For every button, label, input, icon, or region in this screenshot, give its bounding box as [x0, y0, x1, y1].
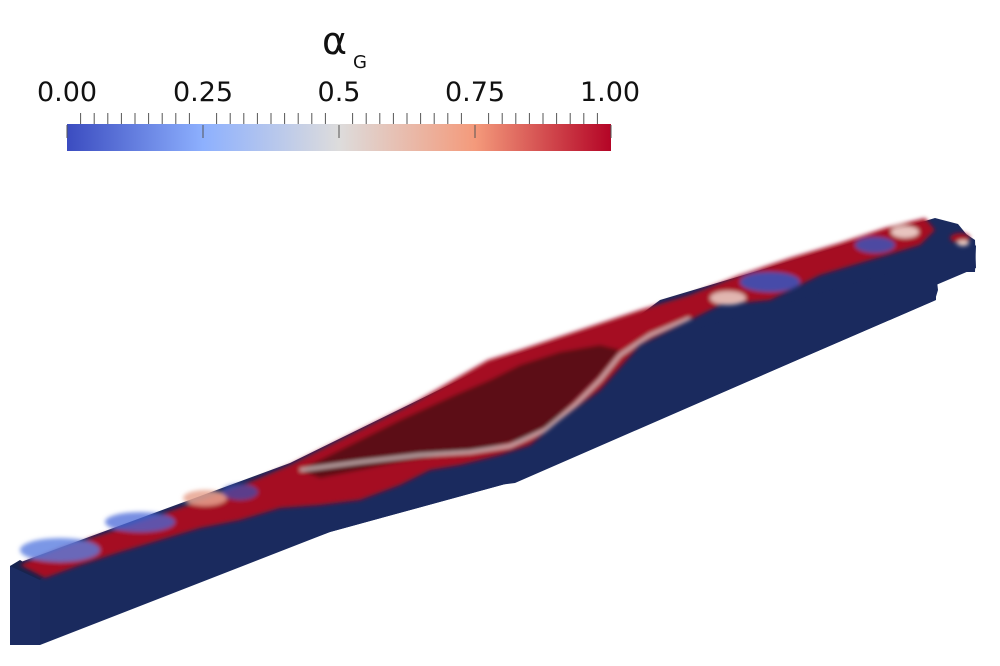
mixed-bubble-region	[710, 291, 746, 305]
gas-liquid-interface	[299, 316, 691, 472]
mixed-bubble-region	[855, 237, 895, 253]
outlet-box	[936, 222, 976, 285]
colorbar	[66, 113, 612, 151]
colorbar-tick-label: 0.5	[317, 77, 361, 108]
mixed-bubble-region	[957, 240, 969, 246]
channel-3d	[10, 218, 976, 645]
mixed-bubble-region	[20, 538, 100, 562]
colorbar-tick-label: 0.00	[36, 77, 98, 108]
colorbar-title: α	[322, 19, 348, 63]
mixed-bubble-region	[222, 484, 258, 500]
colorbar-title-subscript: G	[353, 52, 367, 73]
colorbar-tick-label: 0.25	[172, 77, 234, 108]
colorbar-tick-label: 1.00	[579, 77, 641, 108]
colorbar-ticks	[66, 113, 612, 138]
colorbar-tick-label: 0.75	[444, 77, 506, 108]
gas-dark-region	[300, 345, 620, 478]
mixed-bubble-region	[183, 490, 227, 506]
channel-front-top	[10, 560, 45, 580]
channel-front-face	[10, 566, 40, 645]
mixed-bubble-region	[740, 272, 800, 292]
mixed-bubble-region	[105, 512, 175, 532]
mixed-bubble-region	[891, 226, 919, 238]
